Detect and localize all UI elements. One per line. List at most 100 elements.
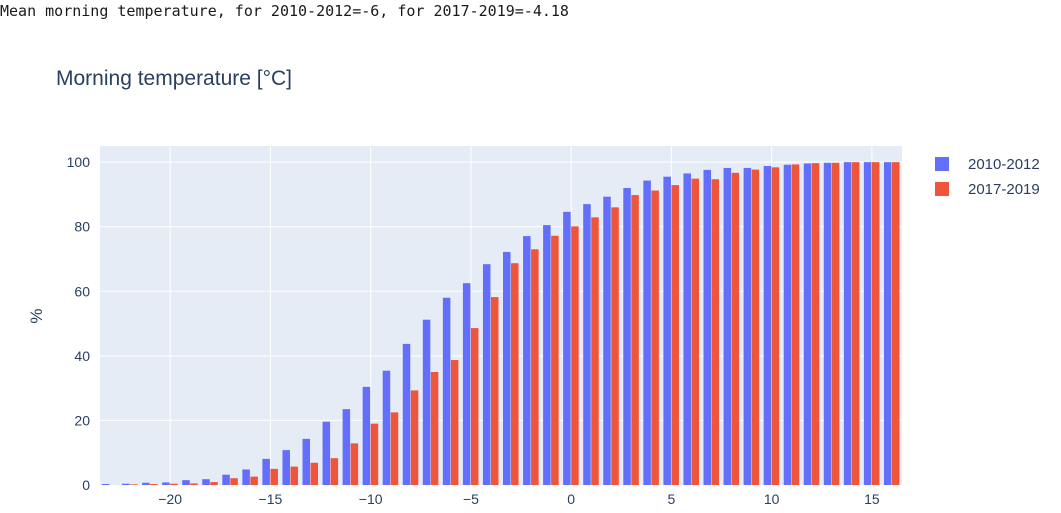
bar-2010-2012-x-7	[422, 319, 431, 485]
x-axis-ticks: −20 −15 −10 −5 0 5 10 15	[158, 491, 880, 507]
bar-2017-2019-x0	[571, 226, 579, 485]
x-tick-label: 10	[764, 491, 780, 507]
bar-2017-2019-x-16	[250, 476, 258, 485]
chart-title: Morning temperature [°C]	[56, 67, 292, 90]
legend-label: 2010-2012	[968, 156, 1040, 173]
bar-2010-2012-x0	[563, 211, 571, 486]
bar-2017-2019-x7	[711, 179, 720, 485]
bar-2010-2012-x-1	[543, 225, 551, 485]
bar-2010-2012-x15	[863, 162, 872, 485]
bar-2017-2019-x3	[631, 195, 639, 485]
bar-2010-2012-x16	[883, 162, 892, 485]
bar-2017-2019-x-14	[290, 466, 298, 485]
bar-2010-2012-x7	[703, 169, 712, 485]
bar-2017-2019-x-1	[551, 235, 559, 485]
bar-2010-2012-x5	[663, 176, 671, 486]
bar-2017-2019-x-21	[150, 484, 158, 485]
bar-2017-2019-x-11	[350, 443, 359, 485]
x-tick-label: −5	[463, 491, 479, 507]
legend-label: 2017-2019	[968, 181, 1040, 198]
bar-2010-2012-x-16	[242, 469, 250, 485]
bar-2010-2012-x-2	[523, 236, 531, 485]
bar-2010-2012-x12	[803, 163, 812, 485]
bar-2017-2019-x-22	[130, 484, 138, 485]
bar-2010-2012-x-13	[302, 438, 311, 485]
bar-2017-2019-x-2	[531, 249, 539, 485]
bar-2017-2019-x16	[891, 162, 900, 485]
bar-2017-2019-x-15	[270, 468, 278, 485]
y-tick-label: 80	[74, 219, 90, 235]
summary-stat-line: Mean morning temperature, for 2010-2012=…	[0, 2, 569, 20]
bar-2017-2019-x-7	[430, 372, 439, 485]
bar-2017-2019-x-12	[330, 458, 339, 485]
bar-2010-2012-x-12	[322, 421, 331, 485]
bar-2010-2012-x-9	[382, 370, 391, 485]
bar-2010-2012-x-23	[102, 484, 110, 485]
bar-2017-2019-x9	[751, 169, 760, 485]
bar-2017-2019-x-13	[310, 462, 319, 485]
legend-swatch	[935, 182, 949, 196]
y-tick-label: 40	[74, 348, 90, 364]
bar-2010-2012-x-6	[442, 297, 451, 485]
bar-2017-2019-x8	[731, 172, 740, 486]
y-tick-label: 20	[74, 412, 90, 428]
bar-2017-2019-x1	[591, 217, 599, 485]
bar-2010-2012-x10	[763, 166, 772, 485]
bar-2017-2019-x-18	[210, 482, 218, 485]
y-tick-label: 0	[82, 477, 90, 493]
x-tick-label: 0	[567, 491, 575, 507]
bar-2010-2012-x1	[583, 204, 591, 486]
bar-2017-2019-x12	[811, 163, 820, 486]
y-tick-label: 100	[67, 154, 91, 170]
bar-2010-2012-x-17	[222, 474, 230, 485]
bar-2010-2012-x-10	[362, 386, 371, 485]
bar-2010-2012-x-19	[182, 480, 190, 485]
bar-2010-2012-x11	[783, 164, 792, 486]
bar-2017-2019-x-17	[230, 478, 238, 485]
x-tick-label: 15	[864, 491, 880, 507]
bar-2017-2019-x10	[771, 167, 780, 485]
bar-2017-2019-x-19	[190, 483, 198, 485]
bar-2010-2012-x-4	[482, 264, 491, 485]
bar-2017-2019-x11	[791, 164, 800, 485]
bar-2010-2012-x-11	[342, 409, 351, 485]
bar-2010-2012-x14	[843, 162, 852, 485]
bar-2017-2019-x4	[651, 190, 659, 486]
bar-2017-2019-x5	[671, 185, 679, 485]
x-tick-label: −15	[259, 491, 283, 507]
bar-2010-2012-x-20	[162, 482, 170, 485]
bar-2010-2012-x3	[623, 187, 631, 485]
legend: 2010-2012 2017-2019	[935, 156, 1040, 198]
bar-2017-2019-x2	[611, 207, 619, 485]
bar-2017-2019-x-8	[410, 390, 419, 485]
bar-2017-2019-x6	[691, 178, 699, 486]
x-tick-label: 5	[668, 491, 676, 507]
bar-2010-2012-x-18	[202, 479, 210, 485]
bar-2010-2012-x-5	[462, 283, 471, 485]
legend-swatch	[935, 157, 949, 171]
bar-2017-2019-x-3	[511, 263, 519, 485]
bar-2017-2019-x-10	[370, 423, 379, 485]
bar-2010-2012-x13	[823, 162, 832, 486]
bar-2010-2012-x-15	[262, 458, 270, 485]
bars	[102, 162, 900, 486]
bar-2017-2019-x13	[831, 162, 840, 486]
bar-2017-2019-x-4	[490, 297, 499, 485]
bar-2010-2012-x9	[743, 167, 752, 485]
bar-2010-2012-x-22	[122, 483, 130, 485]
bar-2010-2012-x-8	[402, 343, 411, 485]
bar-2010-2012-x-21	[142, 482, 150, 485]
bar-2017-2019-x-5	[470, 328, 479, 485]
bar-2017-2019-x15	[871, 162, 880, 485]
bar-2017-2019-x-20	[170, 483, 178, 485]
bar-2010-2012-x-3	[503, 251, 511, 485]
bar-2010-2012-x8	[723, 167, 732, 485]
y-axis-ticks: 0 20 40 60 80 100	[67, 154, 91, 493]
x-tick-label: −20	[158, 491, 182, 507]
bar-2017-2019-x14	[851, 162, 860, 485]
x-tick-label: −10	[359, 491, 383, 507]
bar-2017-2019-x-9	[390, 412, 399, 485]
y-tick-label: 60	[74, 283, 90, 299]
bar-2010-2012-x2	[603, 196, 611, 485]
